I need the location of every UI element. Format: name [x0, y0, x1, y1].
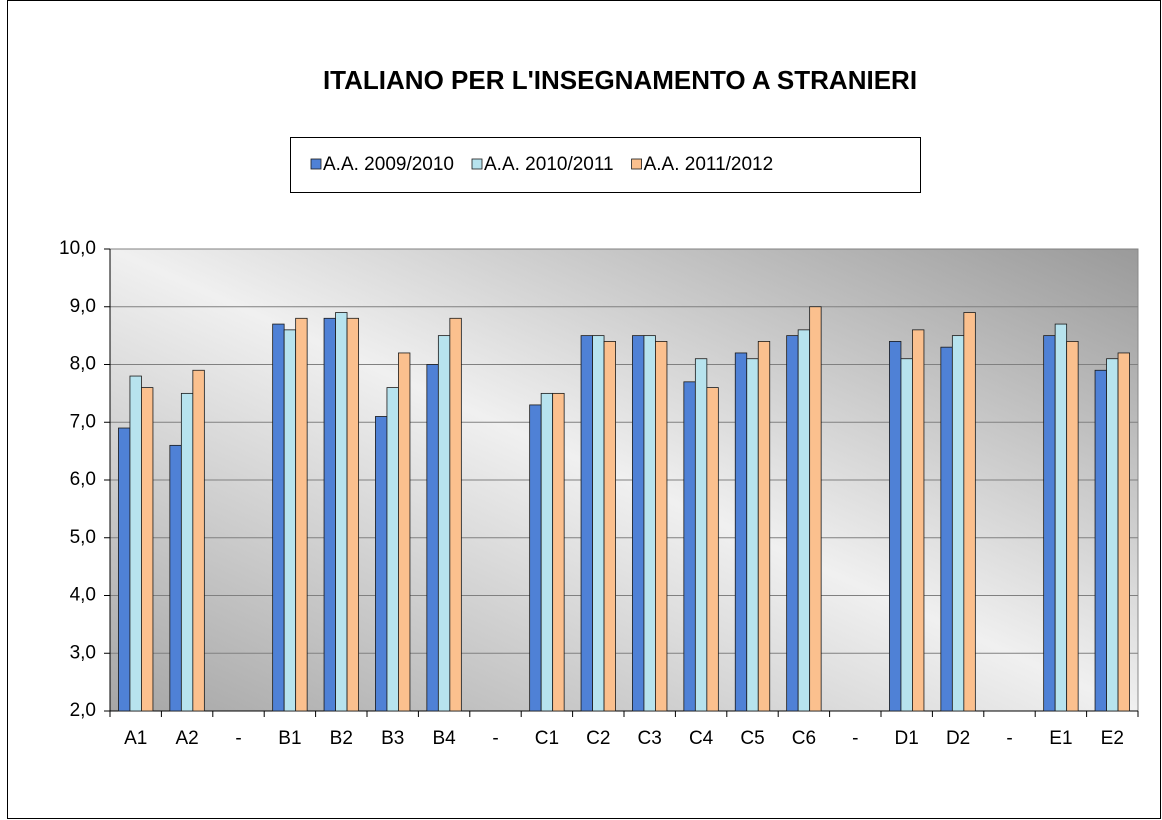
- x-tick-label: C4: [689, 728, 714, 749]
- bar: [552, 392, 565, 712]
- bar: [1066, 340, 1079, 712]
- bar: [655, 340, 668, 712]
- x-tick-label: -: [235, 728, 241, 749]
- bar: [386, 387, 399, 712]
- legend-swatch: [631, 158, 642, 170]
- legend-label: A.A. 2011/2012: [644, 154, 774, 175]
- x-tick-label: E2: [1101, 728, 1124, 749]
- bar: [449, 317, 462, 712]
- bar: [797, 329, 811, 712]
- legend-swatch: [471, 158, 483, 170]
- bar: [643, 335, 656, 712]
- x-tick-label: C1: [535, 728, 559, 749]
- bar: [192, 369, 205, 712]
- bar: [592, 335, 605, 712]
- bar: [1043, 335, 1056, 712]
- bar: [346, 317, 359, 712]
- bar: [757, 340, 771, 712]
- legend-swatch: [310, 158, 322, 170]
- bar: [335, 312, 348, 712]
- bar: [529, 404, 542, 712]
- y-tick-label: 10,0: [59, 238, 96, 259]
- bar: [889, 340, 902, 712]
- bar: [118, 427, 131, 712]
- x-tick-label: D1: [895, 728, 919, 749]
- y-tick-label: 4,0: [70, 585, 96, 606]
- y-tick-label: 8,0: [70, 354, 96, 375]
- bar: [694, 358, 708, 712]
- bar: [809, 306, 822, 712]
- x-tick-label: C6: [792, 728, 816, 749]
- x-tick-label: B1: [278, 728, 301, 749]
- bar: [706, 387, 719, 712]
- bar: [900, 358, 913, 712]
- bar: [1094, 369, 1107, 712]
- bar: [426, 364, 439, 712]
- bar: [540, 392, 554, 712]
- y-tick-label: 3,0: [70, 642, 96, 663]
- bar: [580, 335, 593, 712]
- legend-label: A.A. 2009/2010: [323, 154, 454, 175]
- bar: [129, 375, 142, 712]
- bar: [272, 323, 285, 712]
- bar: [1054, 323, 1068, 712]
- bar: [786, 335, 799, 712]
- bar: [734, 352, 748, 712]
- bar: [632, 335, 645, 712]
- chart-title: ITALIANO PER L'INSEGNAMENTO A STRANIERI: [323, 65, 917, 95]
- y-tick-label: 6,0: [70, 469, 96, 490]
- x-tick-label: -: [492, 728, 498, 749]
- bar: [1117, 352, 1130, 712]
- bar: [180, 392, 194, 712]
- y-tick-label: 9,0: [70, 296, 96, 317]
- legend-box: [290, 137, 921, 193]
- bar: [295, 317, 308, 712]
- x-tick-label: A2: [175, 728, 198, 749]
- y-tick-label: 7,0: [70, 411, 96, 432]
- bar: [963, 312, 976, 712]
- bar: [398, 352, 411, 712]
- bar: [951, 335, 965, 712]
- y-tick-label: 5,0: [70, 527, 96, 548]
- x-tick-label: D2: [946, 728, 970, 749]
- bar: [940, 346, 953, 712]
- bar: [141, 387, 154, 712]
- x-tick-label: -: [852, 728, 858, 749]
- bar: [1106, 358, 1119, 712]
- x-tick-label: B2: [330, 728, 353, 749]
- x-tick-label: C3: [638, 728, 662, 749]
- legend-label: A.A. 2010/2011: [484, 154, 614, 175]
- bar: [283, 329, 297, 712]
- x-tick-label: B3: [381, 728, 404, 749]
- x-tick-label: C2: [586, 728, 610, 749]
- x-tick-label: A1: [124, 728, 147, 749]
- x-tick-label: E1: [1049, 728, 1072, 749]
- bar: [169, 444, 182, 712]
- y-tick-label: 2,0: [70, 700, 96, 721]
- bar: [437, 335, 451, 712]
- bar: [375, 416, 388, 712]
- x-tick-label: B4: [432, 728, 456, 749]
- bar: [683, 381, 696, 712]
- bar: [912, 329, 925, 712]
- bar: [323, 317, 336, 712]
- bar: [603, 340, 616, 712]
- x-tick-label: C5: [740, 728, 764, 749]
- bar: [746, 358, 759, 712]
- x-tick-label: -: [1006, 728, 1012, 749]
